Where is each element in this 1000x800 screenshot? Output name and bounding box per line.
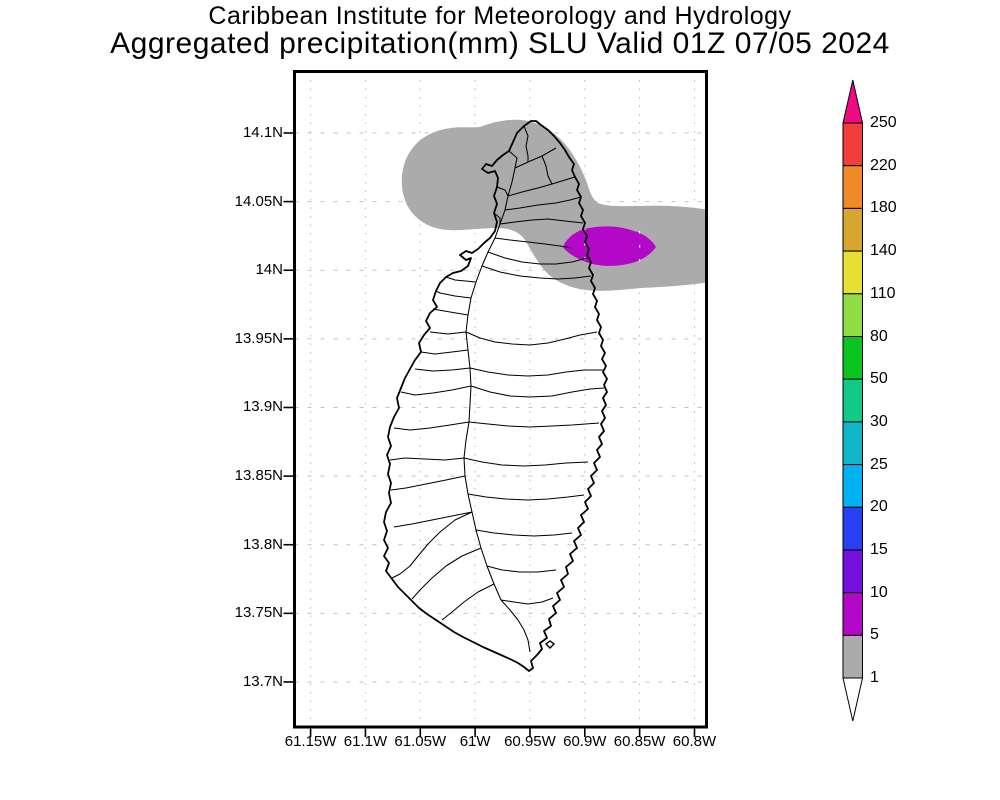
watershed-boundaries (389, 125, 605, 653)
y-axis-tick-label: 13.75N (234, 604, 283, 622)
colorbar-tick-label: 50 (870, 370, 888, 388)
x-axis-tick-label: 61.1W (343, 733, 388, 750)
colorbar-segment-5-10mm (842, 592, 863, 636)
y-axis-tick-label: 13.95N (234, 329, 283, 347)
y-axis-tick-label: 13.9N (242, 398, 283, 416)
colorbar-segment-140-180mm (842, 207, 863, 252)
colorbar-top-arrow (842, 79, 864, 124)
graticule-gridlines (294, 71, 707, 727)
x-axis-tick-label: 61.15W (284, 733, 337, 750)
colorbar-segment-30-50mm (842, 378, 863, 423)
precip-region-1-5mm (401, 119, 707, 291)
colorbar-segments (842, 122, 863, 679)
x-axis-tick-label: 60.9W (563, 733, 607, 750)
y-axis-tick-label: 13.7N (242, 672, 283, 690)
y-axis-tick-label: 14.1N (242, 124, 283, 141)
colorbar-tick-label: 5 (870, 626, 879, 644)
axis-ticks (283, 132, 696, 737)
colorbar-tick-label: 180 (870, 199, 897, 217)
figure-title-line2: Aggregated precipitation(mm) SLU Valid 0… (110, 27, 890, 60)
y-axis-tick-label: 14.05N (234, 192, 283, 210)
colorbar-tick-label: 15 (870, 541, 888, 558)
colorbar-segment-1-5mm (842, 634, 863, 679)
x-axis-tick-label: 61W (459, 733, 491, 750)
colorbar-segment-10-15mm (842, 549, 863, 594)
colorbar-segment-80-110mm (842, 293, 863, 337)
x-axis-tick-label: 60.8W (672, 733, 717, 750)
colorbar-tick-label: 140 (870, 242, 897, 260)
colorbar-tick-label: 20 (870, 498, 888, 516)
x-axis-tick-label: 61.05W (394, 733, 447, 750)
colorbar-bottom-arrow (842, 677, 864, 722)
island-coastline (383, 120, 608, 672)
colorbar-tick-label: 30 (870, 412, 888, 430)
y-axis-tick-label: 13.8N (242, 535, 283, 553)
colorbar-tick-label: 25 (870, 455, 888, 473)
islet (544, 640, 556, 649)
colorbar-tick-label: 10 (870, 583, 888, 601)
colorbar-segment-15-20mm (842, 506, 863, 551)
x-axis-tick-label: 60.95W (504, 733, 556, 750)
colorbar-tick-label: 220 (870, 156, 897, 174)
figure-title-line1: Caribbean Institute for Meteorology and … (208, 2, 792, 30)
colorbar-tick-label: 80 (870, 327, 888, 345)
colorbar-segment-180-220mm (842, 165, 863, 209)
colorbar-segment-20-25mm (842, 464, 863, 508)
colorbar-tick-label: 250 (870, 114, 897, 131)
map-frame (293, 70, 708, 729)
colorbar-segment-25-30mm (842, 421, 863, 466)
colorbar-segment-220-250mm (842, 122, 863, 167)
colorbar-tick-label: 110 (870, 284, 896, 302)
colorbar-tick-label: 1 (870, 669, 879, 687)
colorbar-segment-110-140mm (842, 250, 863, 295)
colorbar-segment-50-80mm (842, 336, 863, 380)
y-axis-tick-label: 14N (255, 261, 283, 279)
x-axis-tick-label: 60.85W (613, 733, 666, 750)
y-axis-tick-label: 13.85N (234, 467, 283, 485)
